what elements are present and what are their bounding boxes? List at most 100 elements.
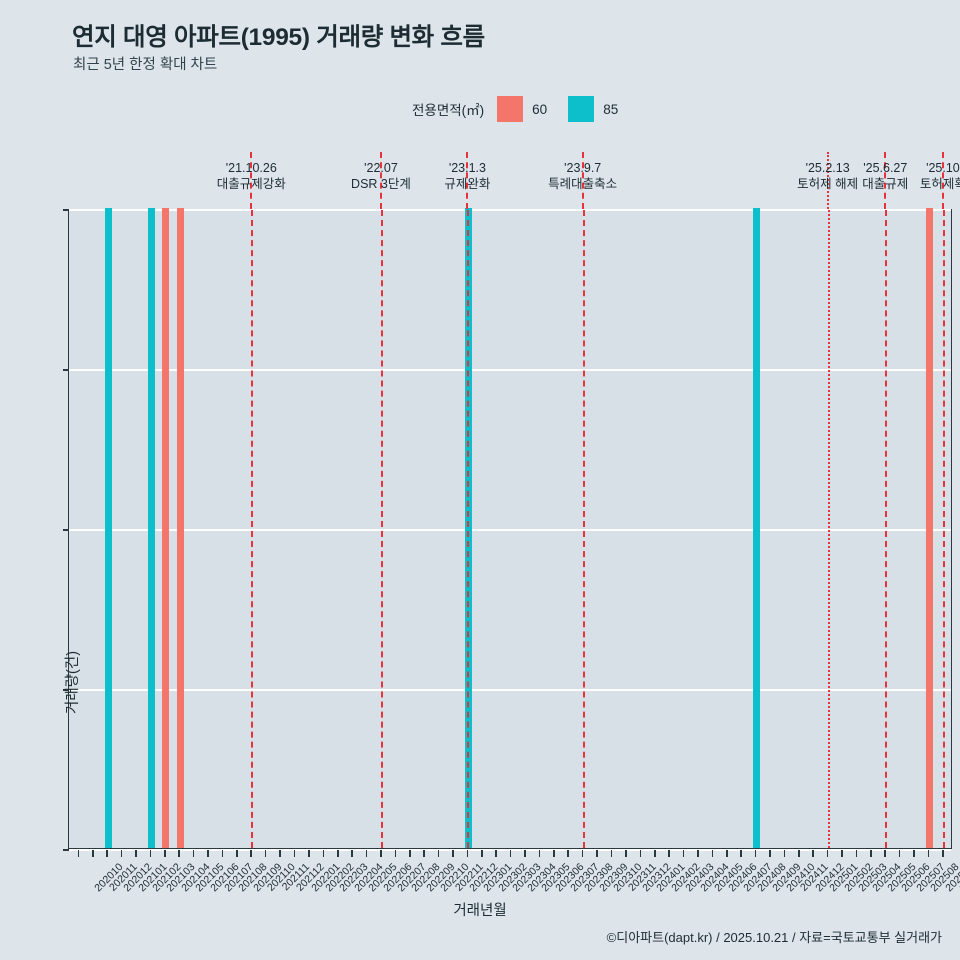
x-tick-mark [524,850,526,857]
x-tick-mark [192,850,195,857]
bar[interactable] [926,208,933,848]
x-tick-mark [250,850,253,857]
event-line-top [884,152,887,209]
x-tick-mark [884,850,887,857]
x-tick-mark [408,850,411,857]
x-tick-mark [495,850,498,857]
x-tick-mark [293,850,296,857]
x-tick-mark [725,850,728,857]
event-line-top [826,152,829,209]
x-tick-mark [754,850,757,857]
y-tick-mark [63,689,69,691]
x-tick-mark [927,850,930,857]
legend-swatch-60 [497,96,524,122]
x-tick-mark [164,850,166,857]
x-tick-mark [279,850,281,857]
x-tick-mark [798,850,800,857]
event-name: 특례대출축소 [548,177,618,191]
event-line [582,210,585,848]
y-axis-title: 거래량(건) [65,650,81,714]
y-tick-mark [63,529,69,531]
x-tick-mark [841,850,843,857]
x-tick-mark [538,850,541,857]
footer-credit: ©디아파트(dapt.kr) / 2025.10.21 / 자료=국토교통부 실… [606,930,942,945]
x-tick-mark [221,850,224,857]
x-tick-mark [236,850,238,857]
x-tick-mark [394,850,397,857]
x-tick-mark [740,850,742,857]
bar[interactable] [162,208,170,848]
event-date: '23.9.7 [564,161,602,175]
event-date: '23.1.3 [448,161,486,175]
event-label: '25.6.27 대출규제 [862,160,908,193]
event-name: DSR 3단계 [351,177,411,191]
event-date: '25.6.27 [863,161,908,175]
page-title: 연지 대영 아파트(1995) 거래량 변화 흐름 [72,24,485,51]
event-name: 규제완화 [444,177,491,191]
x-tick-mark [812,850,815,857]
x-axis-title: 거래년월 [453,903,507,919]
x-tick-mark [913,850,915,857]
event-label: '23.1.3 규제완화 [444,160,490,193]
event-line [942,210,945,848]
gridline [69,368,951,372]
x-tick-mark [668,850,670,857]
page-subtitle: 최근 5년 한정 확대 차트 [73,57,218,73]
x-tick-mark [466,850,469,857]
x-tick-mark [567,850,570,857]
legend-title: 전용면적(㎡) [412,103,485,118]
event-label: '22.07 DSR 3단계 [351,160,411,193]
event-name: 대출규제 [862,177,909,191]
event-name: 토허제확 [919,177,960,191]
bar[interactable] [753,208,761,848]
x-tick-mark [135,850,137,857]
bar[interactable] [176,208,184,848]
x-tick-mark [336,850,339,857]
x-tick-mark [452,850,454,857]
y-tick-mark [63,369,69,371]
x-tick-mark [509,850,512,857]
x-tick-mark [322,850,325,857]
x-tick-mark [308,850,310,857]
event-line-top [466,152,469,209]
gridline [69,688,951,692]
x-tick-mark [481,850,483,857]
x-tick-mark [596,850,598,857]
x-tick-mark [423,850,425,857]
gridline [69,528,951,532]
event-line [251,210,254,848]
x-tick-mark [653,850,656,857]
x-tick-mark [898,850,901,857]
x-tick-mark [149,850,152,857]
bar[interactable] [147,208,155,848]
gridline [69,208,951,212]
x-tick-mark [351,850,353,857]
event-name: 토허제 해제 [797,177,859,191]
x-tick-mark [625,850,627,857]
event-label: '25.10 토허제확 [920,160,960,193]
x-tick-mark [553,850,555,857]
legend-label-60: 60 [532,101,548,117]
x-tick-mark [581,850,584,857]
bar[interactable] [104,208,112,848]
chart-legend: 전용면적(㎡) 60 85 [412,96,630,122]
event-date: '25.2.13 [805,161,850,175]
x-tick-mark [178,850,181,857]
x-tick-mark [437,850,440,857]
x-tick-mark [855,850,858,857]
event-line [885,210,888,848]
x-tick-mark [769,850,771,857]
event-line-top [379,152,382,209]
x-tick-mark [826,850,829,857]
event-line [827,210,830,848]
x-tick-mark [783,850,786,857]
x-tick-mark [639,850,642,857]
x-tick-mark [682,850,685,857]
event-label: '25.2.13 토허제 해제 [797,160,858,193]
x-tick-mark [711,850,714,857]
y-tick-mark [63,849,69,851]
event-line [467,210,470,848]
event-date: '21.10.26 [225,161,277,175]
event-line-top [581,152,584,209]
